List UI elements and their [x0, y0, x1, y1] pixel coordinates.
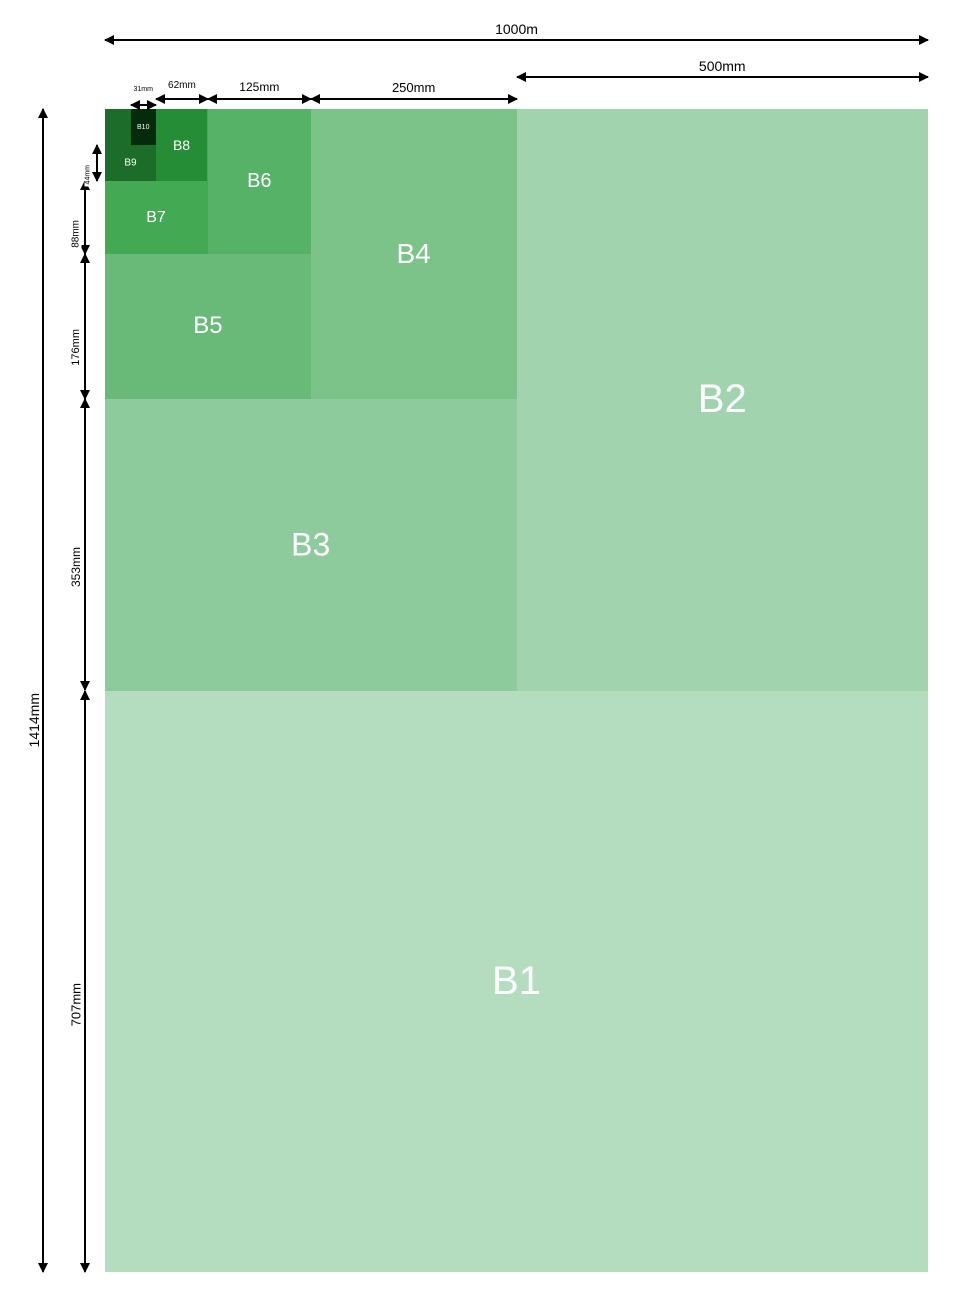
size-b8: B8 [156, 109, 207, 181]
dim-v: 44mm [92, 145, 102, 181]
size-label: B4 [397, 238, 431, 270]
dim-label: 1414mm [26, 691, 42, 749]
size-b6: B6 [208, 109, 311, 254]
size-label: B9 [124, 158, 136, 169]
size-b2: B2 [517, 109, 929, 691]
dim-v: 88mm [80, 181, 90, 253]
dim-v: 707mm [80, 691, 90, 1273]
size-label: B1 [492, 959, 541, 1004]
dim-label: 250mm [390, 80, 437, 95]
size-b10: B10 [131, 109, 157, 145]
dim-h: 250mm [311, 94, 517, 104]
dim-h: 1000m [105, 35, 928, 45]
dim-label: 353mm [69, 545, 83, 589]
dim-label: 707mm [69, 981, 84, 1028]
dim-h: 31mm [131, 100, 157, 110]
dim-v: 1414mm [38, 109, 48, 1272]
dim-label: 125mm [237, 80, 281, 94]
size-label: B5 [193, 312, 222, 340]
size-label: B2 [698, 377, 747, 422]
dim-h: 125mm [208, 94, 311, 104]
size-label: B7 [146, 209, 166, 227]
size-label: B3 [291, 526, 330, 563]
dim-label: 500mm [697, 58, 748, 74]
paper-size-diagram: B0B1B2B3B4B5B6B7B8B9B101000m500mm250mm12… [0, 0, 966, 1300]
dim-label: 88mm [71, 218, 82, 250]
size-b4: B4 [311, 109, 517, 399]
size-b1: B1 [105, 691, 928, 1273]
size-label: B8 [173, 137, 190, 153]
size-label: B10 [137, 124, 149, 131]
dim-label: 176mm [70, 327, 82, 368]
dim-v: 176mm [80, 254, 90, 400]
size-label: B6 [247, 170, 271, 193]
dim-label: 31mm [132, 86, 155, 93]
dim-h: 500mm [517, 72, 929, 82]
dim-label: 44mm [85, 163, 92, 186]
dim-label: 62mm [166, 80, 198, 91]
dim-h: 62mm [156, 94, 208, 104]
dim-label: 1000m [493, 21, 540, 37]
dim-v: 353mm [80, 399, 90, 690]
